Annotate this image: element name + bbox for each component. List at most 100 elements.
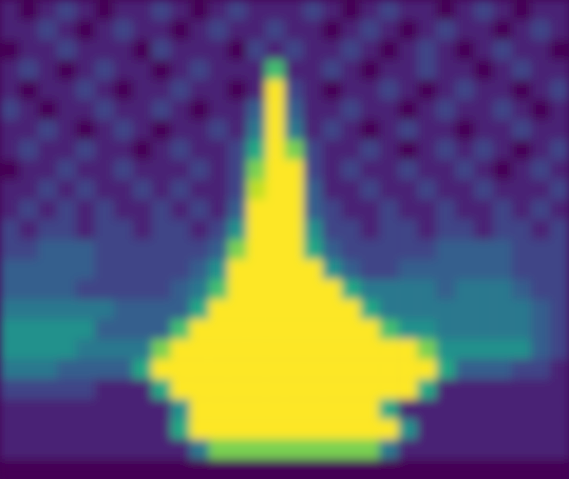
heatmap-cell [114,160,134,181]
heatmap-cell [360,259,380,280]
heatmap-cell [379,220,399,241]
heatmap-cell [133,299,153,320]
heatmap-cell [133,160,153,181]
heatmap-cell [360,180,380,201]
heatmap-cell [76,60,96,81]
heatmap-cell [0,399,20,420]
heatmap-cell [303,140,323,161]
heatmap-cell [360,439,380,460]
heatmap-cell [360,200,380,221]
heatmap-cell [531,40,551,61]
heatmap-cell [493,220,513,241]
heatmap-cell [133,359,153,380]
heatmap-cell [417,220,437,241]
heatmap-cell [57,40,77,61]
heatmap-cell [379,359,399,380]
heatmap-cell [455,220,475,241]
heatmap-cell [493,279,513,300]
heatmap-cell [379,160,399,181]
heatmap-cell [550,439,569,460]
heatmap-cell [474,459,494,479]
heatmap-cell [209,0,229,21]
heatmap-cell [455,120,475,141]
heatmap-cell [171,120,191,141]
heatmap-cell [266,419,286,440]
heatmap-cell [133,80,153,101]
heatmap-cell [512,419,532,440]
heatmap-cell [550,60,569,81]
heatmap-cell [114,80,134,101]
heatmap-cell [152,359,172,380]
heatmap-cell [436,339,456,360]
heatmap-cell [19,140,39,161]
heatmap-cell [341,459,361,479]
heatmap-cell [209,40,229,61]
heatmap-cell [152,240,172,261]
heatmap-cell [531,379,551,400]
heatmap-cell [285,279,305,300]
heatmap-cell [190,319,210,340]
heatmap-cell [474,60,494,81]
heatmap-cell [550,40,569,61]
heatmap-cell [133,220,153,241]
heatmap-cell [266,259,286,280]
heatmap-cell [436,160,456,181]
heatmap-cell [247,299,267,320]
heatmap-cell [0,0,20,21]
heatmap-cell [152,459,172,479]
heatmap-cell [285,299,305,320]
heatmap-cell [57,459,77,479]
heatmap-cell [19,60,39,81]
heatmap-cell [247,459,267,479]
heatmap-cell [341,299,361,320]
heatmap-cell [285,240,305,261]
heatmap-cell [398,120,418,141]
heatmap-cell [474,220,494,241]
heatmap-cell [152,180,172,201]
heatmap-cell [76,279,96,300]
heatmap-cell [341,60,361,81]
heatmap-cells [0,0,569,479]
heatmap-cell [341,20,361,41]
heatmap-cell [76,180,96,201]
heatmap-cell [550,240,569,261]
heatmap-cell [474,279,494,300]
heatmap-cell [76,80,96,101]
heatmap-cell [360,120,380,141]
heatmap-cell [171,259,191,280]
heatmap-cell [493,359,513,380]
heatmap-cell [133,200,153,221]
heatmap-cell [209,459,229,479]
heatmap-cell [531,359,551,380]
heatmap-cell [133,0,153,21]
heatmap-cell [171,200,191,221]
heatmap-cell [398,100,418,121]
heatmap-cell [95,160,115,181]
heatmap-cell [114,20,134,41]
heatmap-cell [209,120,229,141]
heatmap-cell [550,379,569,400]
heatmap-cell [322,419,342,440]
heatmap-cell [228,120,248,141]
heatmap-cell [379,180,399,201]
heatmap-cell [360,279,380,300]
heatmap-cell [228,339,248,360]
heatmap-cell [512,379,532,400]
heatmap-cell [57,140,77,161]
heatmap-cell [133,419,153,440]
heatmap-cell [171,359,191,380]
heatmap-cell [303,259,323,280]
heatmap-cell [474,399,494,420]
heatmap-cell [209,259,229,280]
heatmap-cell [417,80,437,101]
heatmap-cell [303,339,323,360]
heatmap-cell [209,439,229,460]
heatmap-cell [247,160,267,181]
heatmap-cell [95,240,115,261]
heatmap-cell [285,379,305,400]
heatmap-cell [19,399,39,420]
heatmap-cell [38,120,58,141]
heatmap-cell [57,0,77,21]
heatmap-cell [493,60,513,81]
heatmap-cell [152,80,172,101]
